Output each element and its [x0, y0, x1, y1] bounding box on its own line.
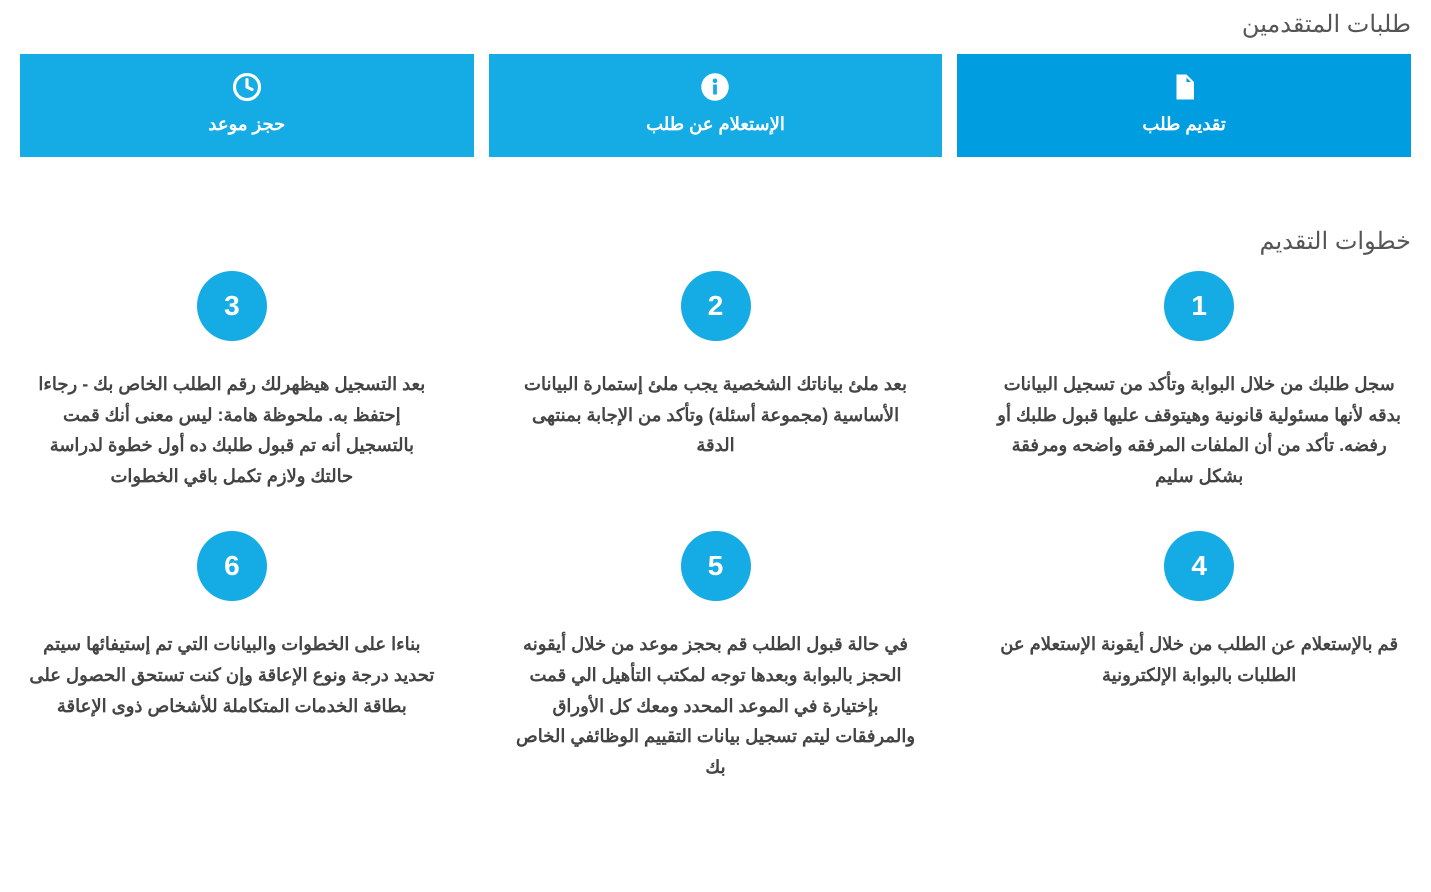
step-text: بعد ملئ بياناتك الشخصية يجب ملئ إستمارة …	[504, 369, 928, 461]
step-2: 2 بعد ملئ بياناتك الشخصية يجب ملئ إستمار…	[504, 271, 928, 491]
step-number: 1	[1164, 271, 1234, 341]
file-icon	[967, 72, 1401, 102]
step-3: 3 بعد التسجيل هيظهرلك رقم الطلب الخاص بك…	[20, 271, 444, 491]
step-number: 2	[681, 271, 751, 341]
steps-title: خطوات التقديم	[20, 227, 1411, 256]
step-number: 4	[1164, 531, 1234, 601]
step-5: 5 في حالة قبول الطلب قم بحجز موعد من خلا…	[504, 531, 928, 782]
step-1: 1 سجل طلبك من خلال البوابة وتأكد من تسجي…	[987, 271, 1411, 491]
step-number: 3	[197, 271, 267, 341]
step-number: 6	[197, 531, 267, 601]
tab-label: تقديم طلب	[1142, 114, 1226, 134]
steps-grid: 1 سجل طلبك من خلال البوابة وتأكد من تسجي…	[20, 271, 1411, 782]
step-text: بعد التسجيل هيظهرلك رقم الطلب الخاص بك -…	[20, 369, 444, 491]
applicants-title: طلبات المتقدمين	[20, 10, 1411, 39]
step-number: 5	[681, 531, 751, 601]
step-4: 4 قم بالإستعلام عن الطلب من خلال أيقونة …	[987, 531, 1411, 782]
step-text: بناءا على الخطوات والبيانات التي تم إستي…	[20, 629, 444, 721]
step-6: 6 بناءا على الخطوات والبيانات التي تم إس…	[20, 531, 444, 782]
step-text: سجل طلبك من خلال البوابة وتأكد من تسجيل …	[987, 369, 1411, 491]
tab-label: الإستعلام عن طلب	[646, 114, 785, 134]
clock-icon	[30, 72, 464, 102]
step-text: في حالة قبول الطلب قم بحجز موعد من خلال …	[504, 629, 928, 782]
tabs-row: تقديم طلب الإستعلام عن طلب حجز موعد	[20, 54, 1411, 157]
tab-label: حجز موعد	[208, 114, 285, 134]
tab-book-appointment[interactable]: حجز موعد	[20, 54, 474, 157]
step-text: قم بالإستعلام عن الطلب من خلال أيقونة ال…	[987, 629, 1411, 690]
tab-inquire-request[interactable]: الإستعلام عن طلب	[489, 54, 943, 157]
info-icon	[499, 72, 933, 102]
tab-submit-request[interactable]: تقديم طلب	[957, 54, 1411, 157]
